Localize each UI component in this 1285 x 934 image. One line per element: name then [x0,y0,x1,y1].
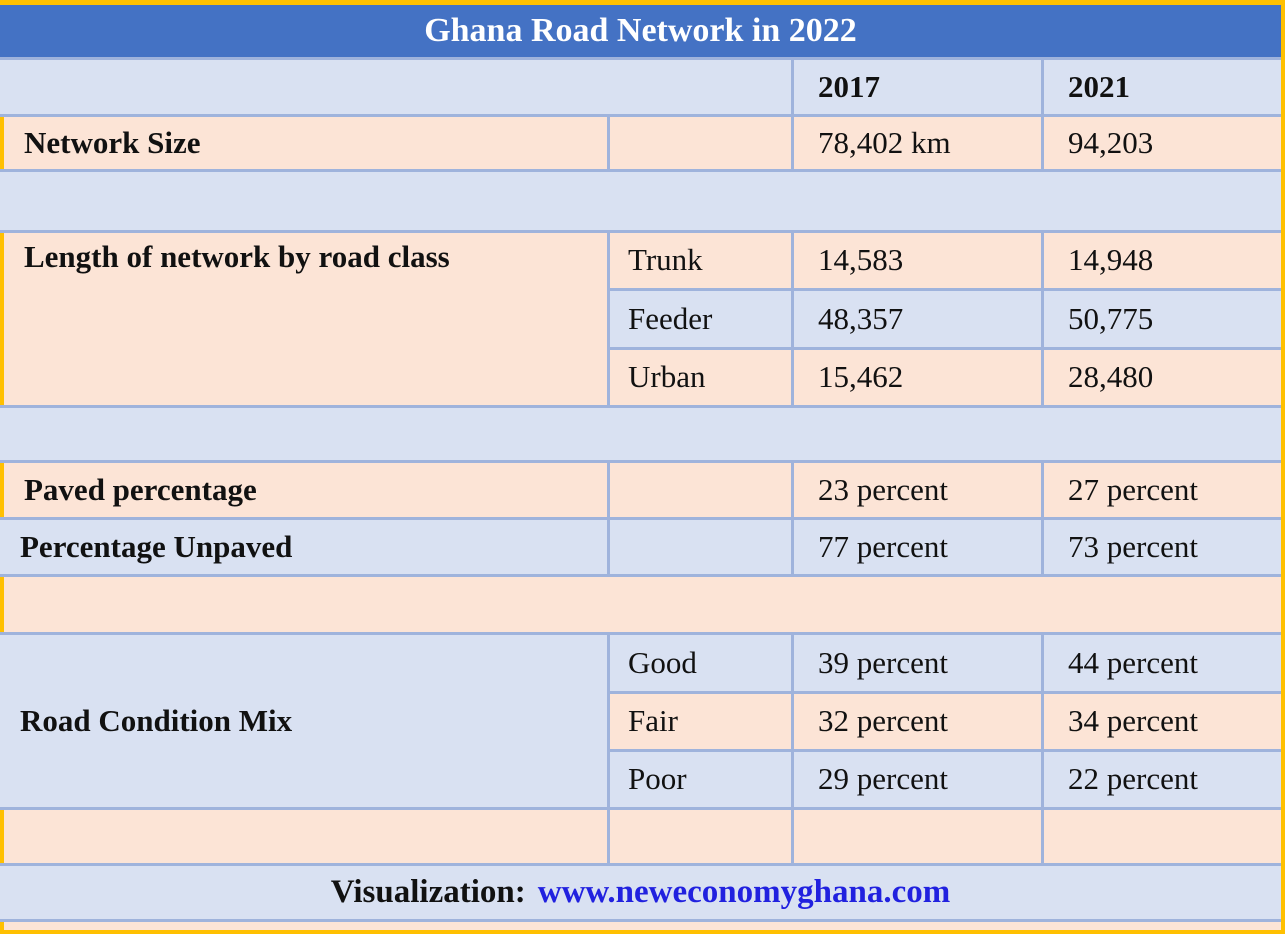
road-class-urban-2017: 15,462 [794,350,1041,405]
network-size-label: Network Size [0,117,607,169]
unpaved-2017: 77 percent [794,520,1041,574]
road-class-urban-2021: 28,480 [1044,350,1281,405]
condition-poor-2017: 29 percent [794,752,1041,807]
spacer-row [0,408,1281,460]
spacer-row [0,172,1281,230]
condition-label: Road Condition Mix [0,635,607,807]
bottom-strip [0,922,1281,930]
column-header-2021: 2021 [1044,60,1281,114]
condition-name-poor: Poor [610,752,791,807]
condition-good-2017: 39 percent [794,635,1041,691]
empty-cell [0,810,607,863]
unpaved-2021: 73 percent [1044,520,1281,574]
condition-fair-2021: 34 percent [1044,694,1281,749]
footer-row: Visualization: www.neweconomyghana.com [0,866,1281,919]
paved-label: Paved percentage [0,463,607,517]
paved-blank-cell [610,463,791,517]
footer-website-link[interactable]: www.neweconomyghana.com [537,874,951,911]
condition-poor-2021: 22 percent [1044,752,1281,807]
empty-cell [610,810,791,863]
condition-name-fair: Fair [610,694,791,749]
road-class-label: Length of network by road class [0,233,607,405]
network-size-2017: 78,402 km [794,117,1041,169]
network-size-blank-cell [610,117,791,169]
road-class-name-feeder: Feeder [610,291,791,347]
unpaved-label: Percentage Unpaved [0,520,607,574]
road-class-name-urban: Urban [610,350,791,405]
header-blank-cell [0,60,791,114]
condition-fair-2017: 32 percent [794,694,1041,749]
road-class-feeder-2021: 50,775 [1044,291,1281,347]
page-title: Ghana Road Network in 2022 [0,5,1281,57]
road-class-trunk-2017: 14,583 [794,233,1041,288]
empty-cell [1044,810,1281,863]
paved-2017: 23 percent [794,463,1041,517]
road-class-name-trunk: Trunk [610,233,791,288]
footer-visualization-label: Visualization: [330,874,526,911]
road-class-trunk-2021: 14,948 [1044,233,1281,288]
column-header-2017: 2017 [794,60,1041,114]
road-class-feeder-2017: 48,357 [794,291,1041,347]
unpaved-blank-cell [610,520,791,574]
network-size-2021: 94,203 [1044,117,1281,169]
condition-name-good: Good [610,635,791,691]
condition-good-2021: 44 percent [1044,635,1281,691]
paved-2021: 27 percent [1044,463,1281,517]
empty-cell [794,810,1041,863]
spacer-row [0,577,1281,632]
